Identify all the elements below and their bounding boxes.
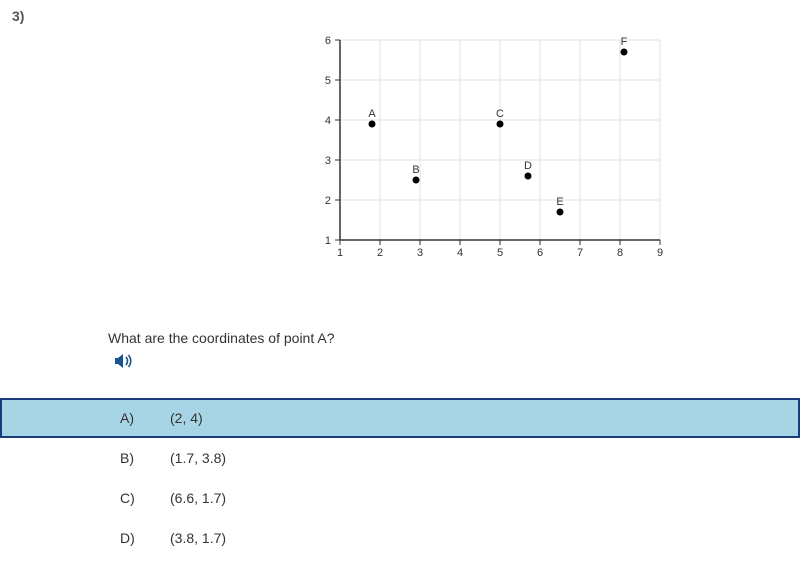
svg-text:1: 1 — [337, 247, 343, 259]
svg-text:7: 7 — [577, 247, 583, 259]
svg-text:8: 8 — [617, 247, 623, 259]
svg-text:B: B — [412, 164, 419, 176]
question-number: 3) — [12, 8, 24, 24]
choice-letter: C) — [120, 490, 170, 506]
svg-text:F: F — [621, 36, 628, 48]
svg-text:C: C — [496, 108, 504, 120]
svg-text:5: 5 — [325, 75, 331, 87]
svg-text:9: 9 — [657, 247, 663, 259]
svg-text:4: 4 — [325, 115, 331, 127]
answer-choice[interactable]: A)(2, 4) — [0, 398, 800, 438]
svg-text:1: 1 — [325, 235, 331, 247]
choice-letter: A) — [120, 410, 170, 426]
choice-text: (6.6, 1.7) — [170, 490, 226, 506]
scatter-chart: 1 2 3 4 5 6 7 8 9 1 2 3 4 5 6 A B C D E F — [300, 30, 670, 260]
svg-text:6: 6 — [325, 35, 331, 47]
answer-choice[interactable]: D)(3.8, 1.7) — [0, 518, 800, 558]
svg-text:E: E — [556, 196, 563, 208]
svg-text:A: A — [368, 108, 376, 120]
svg-text:5: 5 — [497, 247, 503, 259]
svg-text:3: 3 — [417, 247, 423, 259]
choice-text: (3.8, 1.7) — [170, 530, 226, 546]
svg-text:6: 6 — [537, 247, 543, 259]
choice-text: (1.7, 3.8) — [170, 450, 226, 466]
svg-text:3: 3 — [325, 155, 331, 167]
svg-text:D: D — [524, 160, 532, 172]
svg-text:4: 4 — [457, 247, 463, 259]
choice-text: (2, 4) — [170, 410, 203, 426]
svg-text:2: 2 — [377, 247, 383, 259]
choice-letter: B) — [120, 450, 170, 466]
answer-choice[interactable]: C)(6.6, 1.7) — [0, 478, 800, 518]
choice-letter: D) — [120, 530, 170, 546]
question-text: What are the coordinates of point A? — [108, 330, 334, 346]
audio-icon[interactable] — [114, 352, 334, 370]
answer-choices: A)(2, 4)B)(1.7, 3.8)C)(6.6, 1.7)D)(3.8, … — [0, 398, 800, 558]
svg-text:2: 2 — [325, 195, 331, 207]
answer-choice[interactable]: B)(1.7, 3.8) — [0, 438, 800, 478]
